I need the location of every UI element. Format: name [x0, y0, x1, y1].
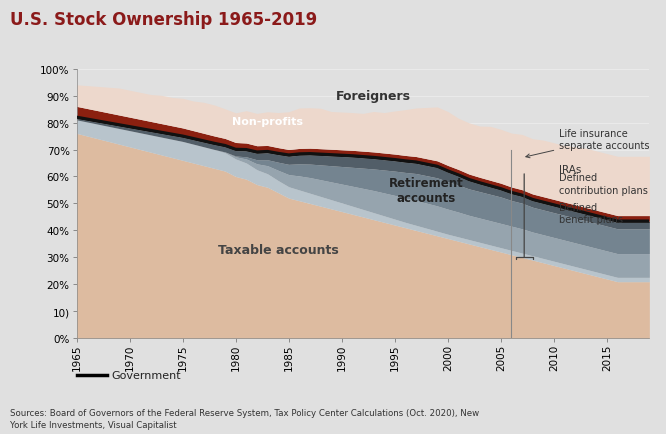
Text: Government: Government — [111, 371, 181, 380]
Text: Defined
benefit plans: Defined benefit plans — [559, 203, 623, 225]
Text: Life insurance
separate accounts: Life insurance separate accounts — [526, 128, 650, 158]
Text: Taxable accounts: Taxable accounts — [218, 243, 338, 256]
Text: Retirement
accounts: Retirement accounts — [389, 177, 464, 204]
Text: Defined
contribution plans: Defined contribution plans — [559, 173, 648, 195]
Text: Non-profits: Non-profits — [232, 117, 303, 127]
Text: U.S. Stock Ownership 1965-2019: U.S. Stock Ownership 1965-2019 — [10, 11, 317, 29]
Text: Sources: Board of Governors of the Federal Reserve System, Tax Policy Center Cal: Sources: Board of Governors of the Feder… — [10, 408, 479, 429]
Text: IRAs: IRAs — [559, 165, 581, 175]
Text: Foreigners: Foreigners — [336, 90, 411, 103]
